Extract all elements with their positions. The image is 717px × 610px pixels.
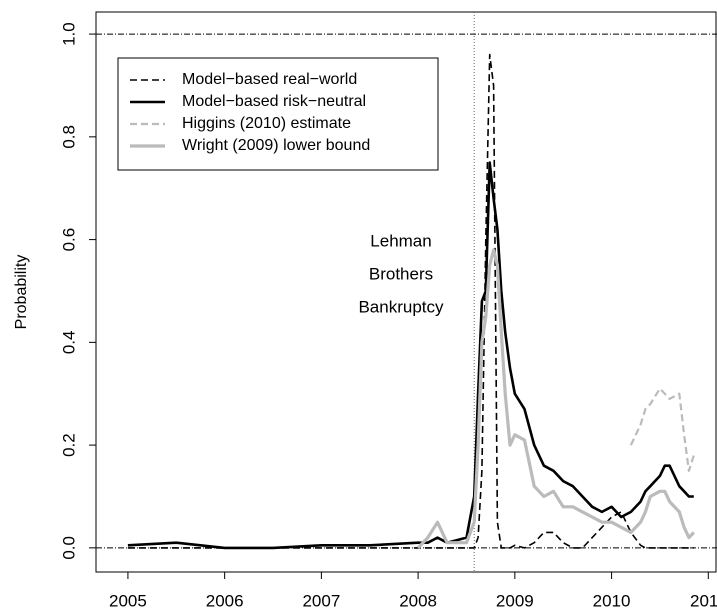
legend-box — [117, 57, 439, 171]
plot-frame — [95, 11, 717, 573]
y-tick-label: 0.0 — [59, 536, 78, 560]
x-tick-label: 2011 — [690, 591, 717, 610]
y-tick-label: 0.6 — [59, 228, 78, 252]
x-tick-label: 2005 — [109, 591, 147, 610]
series-line — [127, 161, 694, 550]
legend-label: Higgins (2010) estimate — [182, 115, 351, 132]
y-tick-label: 0.8 — [59, 125, 78, 149]
x-tick-label: 2006 — [206, 591, 244, 610]
series-line — [127, 53, 694, 549]
y-tick-label: 0.2 — [59, 433, 78, 457]
legend-label: Model−based risk−neutral — [182, 93, 366, 110]
annotation: Bankruptcy — [358, 297, 444, 316]
x-tick-label: 2010 — [593, 591, 631, 610]
x-tick-label: 2007 — [302, 591, 340, 610]
y-axis-label: Probability — [13, 255, 30, 330]
legend: Model−based real−world Model−based risk−n… — [117, 57, 439, 171]
legend-label: Model−based real−world — [182, 71, 357, 88]
x-tick-label: 2008 — [399, 591, 437, 610]
x-tick-label: 2009 — [496, 591, 534, 610]
legend-label: Wright (2009) lower bound — [182, 137, 370, 154]
series-line — [629, 387, 695, 472]
y-tick-label: 1.0 — [59, 22, 78, 46]
y-tick-label: 0.4 — [59, 331, 78, 355]
annotation: Brothers — [369, 264, 433, 283]
series-line — [416, 248, 695, 549]
annotation: Lehman — [370, 231, 431, 250]
